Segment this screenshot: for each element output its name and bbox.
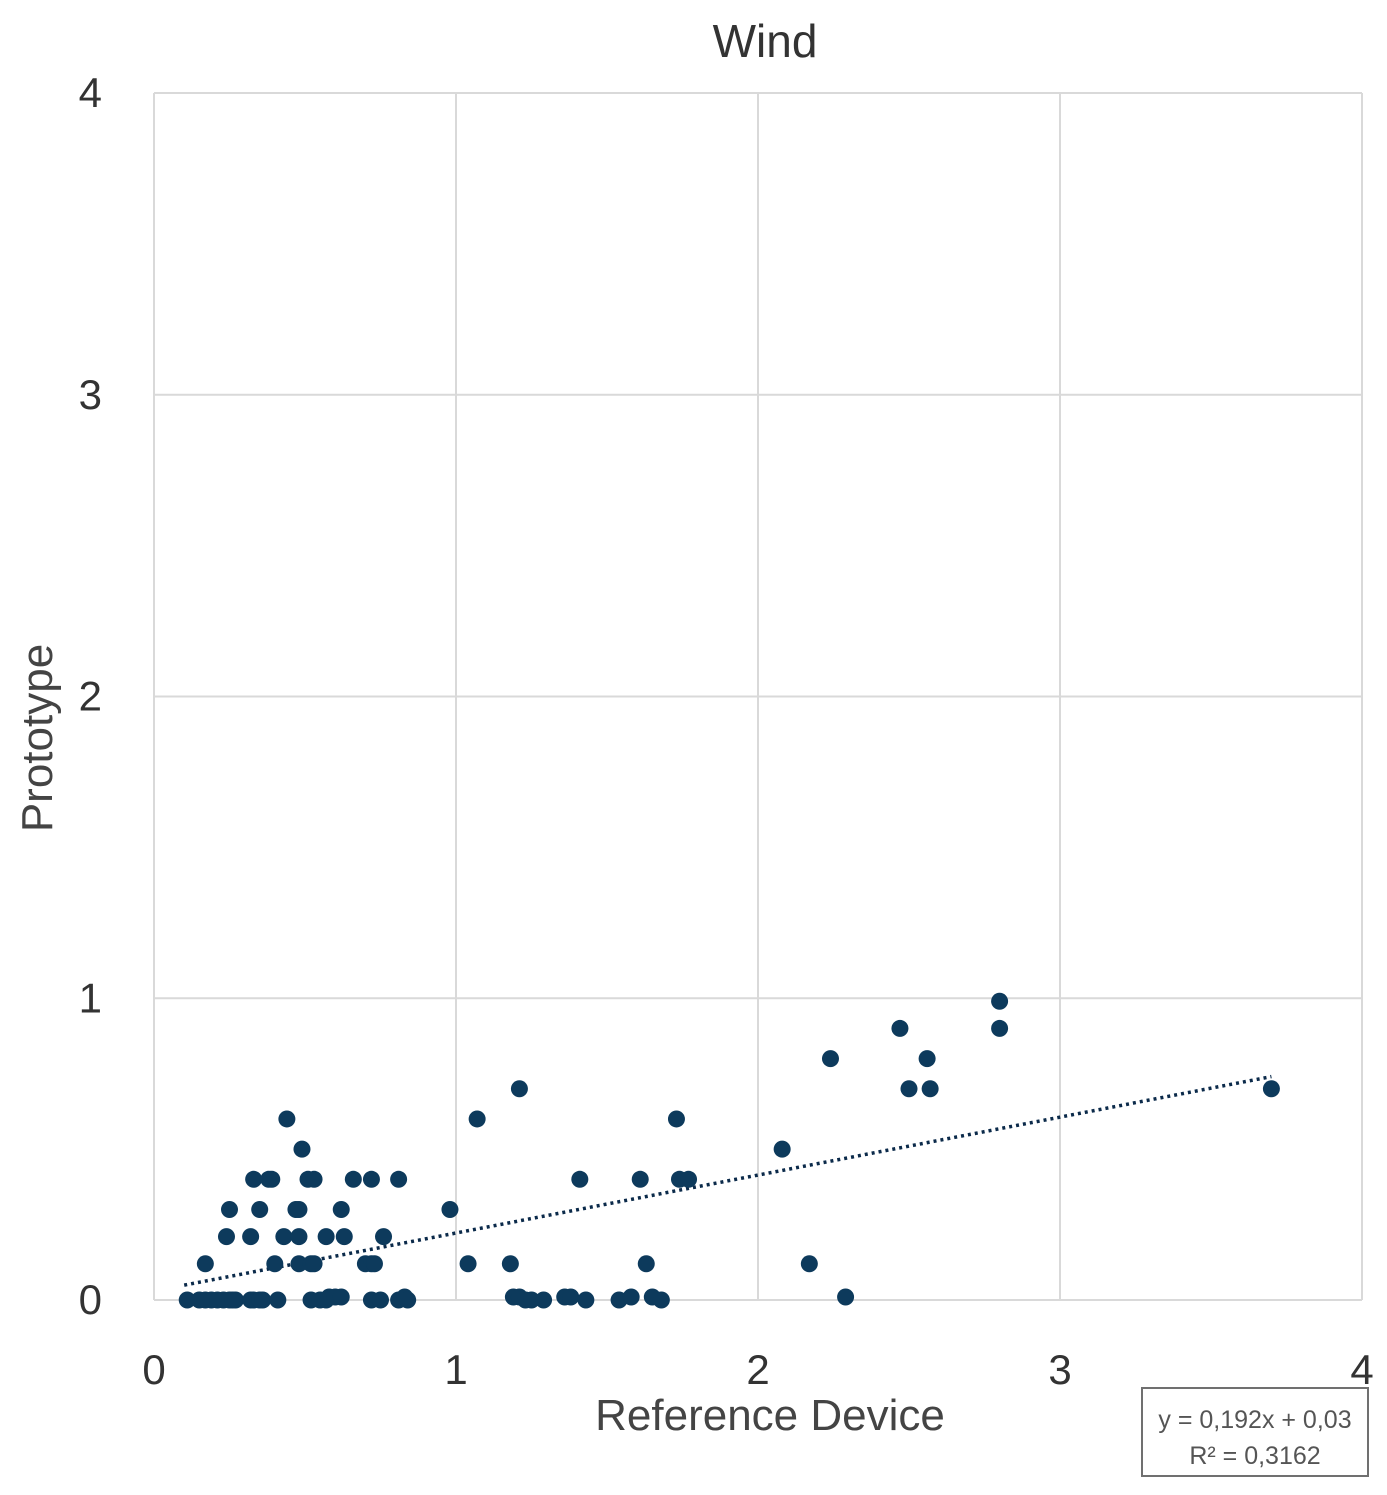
data-point [900, 1080, 918, 1098]
data-point [459, 1255, 477, 1273]
data-point [344, 1170, 362, 1188]
trendline [183, 1074, 1272, 1287]
data-point [1262, 1080, 1280, 1098]
data-point [305, 1255, 323, 1273]
data-point [254, 1291, 272, 1309]
data-point [245, 1170, 263, 1188]
data-point [390, 1170, 408, 1188]
data-point [991, 1019, 1009, 1037]
data-point [800, 1255, 818, 1273]
data-point [667, 1110, 685, 1128]
data-point [362, 1170, 380, 1188]
y-tick-label: 0 [79, 1276, 102, 1323]
x-tick-label: 3 [1048, 1346, 1071, 1393]
data-point [631, 1170, 649, 1188]
data-point [891, 1019, 909, 1037]
data-point [242, 1228, 260, 1246]
y-tick-label: 4 [79, 69, 102, 116]
data-point [332, 1200, 350, 1218]
data-point [773, 1140, 791, 1158]
data-point [622, 1288, 640, 1306]
data-point [365, 1255, 383, 1273]
x-tick-label: 4 [1350, 1346, 1373, 1393]
data-point [266, 1255, 284, 1273]
data-point [251, 1200, 269, 1218]
data-point [217, 1228, 235, 1246]
data-point [680, 1170, 698, 1188]
data-point [441, 1200, 459, 1218]
data-point [921, 1080, 939, 1098]
x-axis-title: Reference Device [595, 1391, 945, 1440]
x-tick-label: 2 [746, 1346, 769, 1393]
data-point [290, 1255, 308, 1273]
y-axis-title: Prototype [13, 644, 62, 832]
data-point [523, 1291, 540, 1309]
y-tick-label: 3 [79, 371, 102, 418]
data-point [562, 1288, 580, 1306]
r-squared-label: R² = 0,3162 [1189, 1442, 1320, 1470]
equation-box: y = 0,192x + 0,03 R² = 0,3162 [1141, 1387, 1369, 1477]
data-point [269, 1291, 287, 1309]
data-point [290, 1228, 308, 1246]
data-point [196, 1255, 214, 1273]
data-points [178, 992, 1280, 1309]
y-tick-label: 1 [79, 974, 102, 1021]
data-point [227, 1291, 245, 1309]
data-point [399, 1291, 417, 1309]
data-point [821, 1050, 839, 1068]
data-point [991, 992, 1009, 1010]
trendline-equation: y = 0,192x + 0,03 [1158, 1406, 1351, 1434]
y-tick-label: 2 [79, 673, 102, 720]
x-axis-ticks: 0 1 2 3 4 [142, 1346, 1373, 1393]
grid [153, 92, 1363, 1301]
data-point [535, 1291, 553, 1309]
data-point [571, 1170, 589, 1188]
data-point [317, 1228, 335, 1246]
data-point [278, 1110, 296, 1128]
data-point [918, 1050, 936, 1068]
data-point [372, 1291, 389, 1309]
data-point [275, 1228, 293, 1246]
chart-title: Wind [713, 15, 818, 67]
data-point [178, 1291, 196, 1309]
data-point [305, 1170, 323, 1188]
data-point [837, 1288, 855, 1306]
data-point [290, 1200, 308, 1218]
data-point [468, 1110, 486, 1128]
data-point [510, 1080, 528, 1098]
data-point [332, 1288, 350, 1306]
y-axis-ticks: 0 1 2 3 4 [79, 69, 102, 1323]
data-point [221, 1200, 238, 1218]
data-point [263, 1170, 281, 1188]
data-point [637, 1255, 655, 1273]
data-point [293, 1140, 311, 1158]
data-point [652, 1291, 670, 1309]
data-point [375, 1228, 393, 1246]
x-tick-label: 0 [142, 1346, 165, 1393]
data-point [335, 1228, 353, 1246]
data-point [501, 1255, 519, 1273]
equation-box-frame [1141, 1387, 1369, 1477]
data-point [577, 1291, 595, 1309]
x-tick-label: 1 [444, 1346, 467, 1393]
